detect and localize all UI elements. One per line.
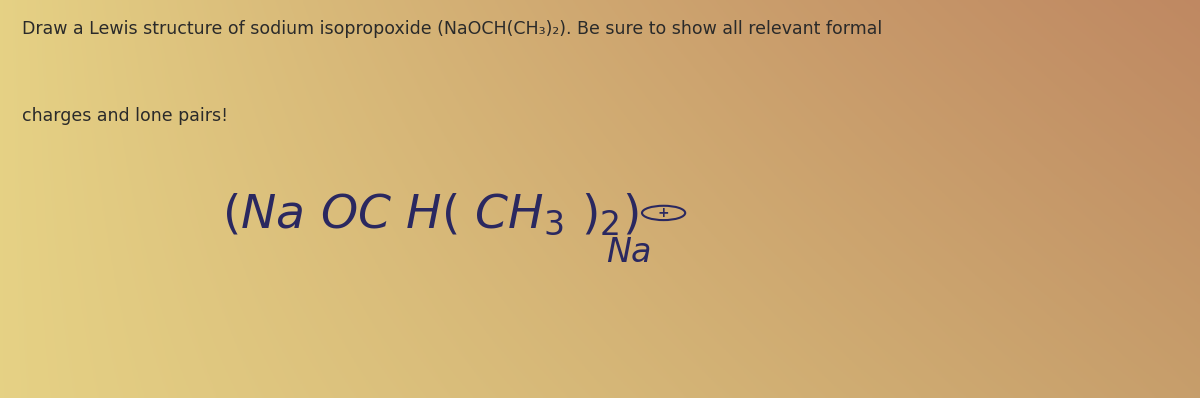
Text: Na: Na [606,236,652,269]
Text: $\it{(Na\ OC\ H(\ CH_3\ )_2)}$: $\it{(Na\ OC\ H(\ CH_3\ )_2)}$ [222,192,638,238]
Text: Draw a Lewis structure of sodium isopropoxide (NaOCH(CH₃)₂). Be sure to show all: Draw a Lewis structure of sodium isoprop… [22,20,882,38]
Text: charges and lone pairs!: charges and lone pairs! [22,107,228,125]
Text: +: + [658,206,670,220]
